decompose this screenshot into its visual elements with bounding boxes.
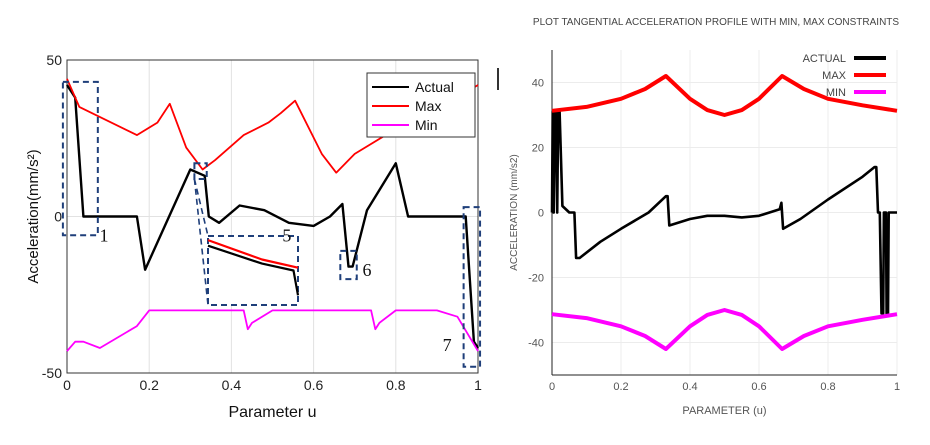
right-y-tick-label: -20: [528, 273, 544, 285]
panel-divider: [497, 68, 499, 90]
left-legend-label-max: Max: [415, 98, 441, 114]
annotation-box-5: [193, 162, 208, 180]
right-legend-label-max: MAX: [822, 70, 847, 82]
left-plot-frame: [66, 59, 479, 374]
left-legend-label-actual: Actual: [415, 79, 454, 95]
right-y-tick-label: -40: [528, 338, 544, 350]
right-y-axis-label: ACCELERATION (mm/s2): [509, 154, 520, 271]
annotation-box-6: [339, 249, 358, 281]
right-x-tick-label: 0.8: [820, 381, 835, 393]
annotation-label-7: 7: [443, 335, 452, 355]
right-y-tick-label: 40: [532, 78, 544, 90]
left-y-tick-label: 0: [54, 209, 62, 225]
left-x-tick-label: 0.4: [222, 377, 242, 393]
left-legend-label-min: Min: [415, 117, 438, 133]
right-x-tick-label: 0.2: [613, 381, 628, 393]
annotation-label-6: 6: [363, 260, 372, 280]
left-x-tick-label: 1: [474, 377, 482, 393]
left-y-axis-label: Acceleration(mm/s²): [25, 149, 42, 283]
right-y-tick-label: 0: [538, 208, 544, 220]
annotation-box-7: [462, 206, 482, 368]
right-chart-title: PLOT TANGENTIAL ACCELERATION PROFILE WIT…: [533, 17, 899, 28]
right-x-axis-label: PARAMETER (u): [682, 405, 766, 417]
left-y-tick-label: -50: [42, 365, 62, 381]
right-series-min: [551, 308, 898, 351]
right-x-tick-label: 0: [549, 381, 555, 393]
left-x-tick-label: 0.6: [304, 377, 324, 393]
right-series-max: [551, 74, 898, 117]
right-legend-label-actual: ACTUAL: [803, 53, 846, 65]
annotation-label-5: 5: [282, 226, 291, 246]
inset-connector-lower: [193, 178, 209, 306]
right-x-tick-label: 0.4: [682, 381, 697, 393]
left-series-min: [66, 309, 479, 352]
right-y-tick-label: 20: [532, 143, 544, 155]
left-x-tick-label: 0: [63, 377, 71, 393]
left-x-tick-label: 0.8: [386, 377, 406, 393]
right-x-tick-label: 0.6: [751, 381, 766, 393]
right-legend-label-min: MIN: [826, 87, 846, 99]
left-x-tick-label: 0.2: [139, 377, 159, 393]
right-x-tick-label: 1: [894, 381, 900, 393]
annotation-label-1: 1: [99, 226, 108, 246]
inset-series-max: [207, 239, 299, 269]
left-series-actual: [65, 84, 480, 349]
left-y-tick-label: 50: [46, 52, 62, 68]
left-x-axis-label: Parameter u: [228, 404, 316, 421]
inset-series-actual: [207, 244, 300, 296]
inset-box-5: [207, 235, 299, 306]
annotation-box-1: [61, 80, 99, 237]
